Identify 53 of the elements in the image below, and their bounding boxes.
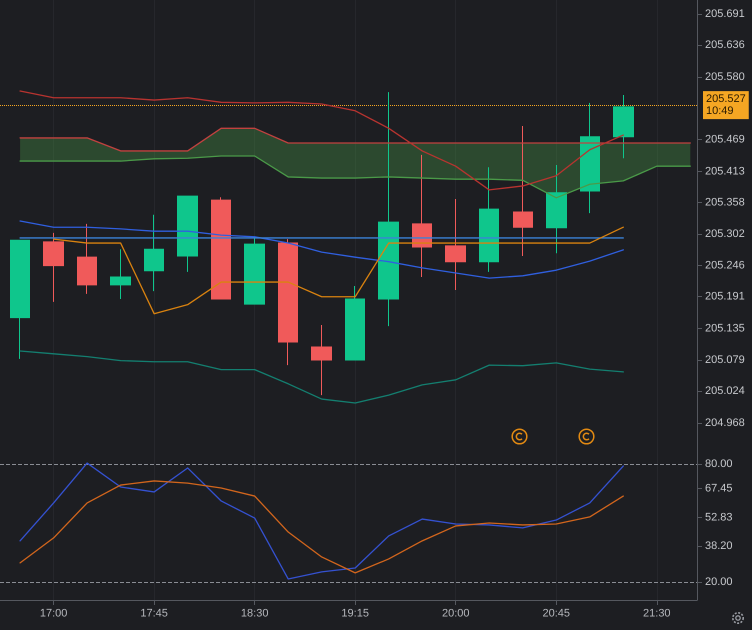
y-tick-label: 205.691 [705, 8, 745, 20]
y-tick-label: 205.302 [705, 228, 745, 240]
candlestick [513, 126, 533, 257]
candlestick [144, 214, 164, 292]
candlestick [445, 198, 466, 290]
candlestick [546, 164, 567, 254]
x-tick-label: 17:00 [40, 608, 68, 620]
x-tick-label: 17:45 [140, 608, 168, 620]
x-tick-label: 20:45 [542, 608, 570, 620]
y-tick-label: 205.191 [705, 290, 745, 303]
y-tick-label: 205.580 [705, 70, 745, 83]
x-tick-label: 18:30 [240, 608, 268, 620]
x-tick-label: 20:00 [442, 608, 470, 620]
candlestick [412, 154, 432, 278]
candlestick [211, 196, 231, 300]
candlestick [110, 248, 131, 300]
candlestick [613, 94, 634, 159]
candlestick [479, 166, 499, 272]
line-series [19, 155, 691, 198]
y-tick-label: 20.00 [705, 576, 733, 588]
y-tick-label: 205.469 [705, 134, 745, 146]
y-tick-label: 204.968 [705, 416, 745, 429]
line-series [19, 350, 624, 404]
candlestick [43, 232, 64, 302]
line-series [19, 462, 624, 580]
candlestick [10, 240, 30, 360]
y-tick-label: 205.079 [705, 354, 745, 366]
y-tick-label: 67.45 [705, 482, 733, 495]
candlestick [177, 196, 198, 272]
line-series [19, 90, 624, 191]
y-tick-label: 205.636 [705, 39, 745, 52]
y-tick-label: 205.135 [705, 322, 745, 334]
line-series [19, 128, 691, 152]
candlestick [77, 223, 97, 294]
y-tick-label: 205.413 [705, 165, 745, 178]
candlestick [345, 286, 365, 361]
y-tick-label: 205.246 [705, 260, 745, 272]
y-tick-label: 80.00 [705, 458, 733, 470]
candlestick [278, 238, 298, 366]
y-tick-label: 205.024 [705, 385, 745, 398]
candlestick [311, 324, 332, 396]
candlestick [244, 236, 265, 305]
candlestick [378, 92, 399, 327]
line-series [52, 226, 624, 314]
ref-line-label: 205.527 10:49 [706, 93, 746, 118]
y-tick-label: 205.358 [705, 196, 745, 208]
candlestick [580, 102, 600, 214]
line-series [19, 480, 624, 574]
line-series [19, 220, 624, 279]
y-tick-label: 38.20 [705, 540, 733, 552]
x-tick-label: 21:30 [643, 608, 671, 620]
x-tick-label: 19:15 [341, 608, 369, 620]
y-tick-label: 52.83 [705, 511, 733, 524]
